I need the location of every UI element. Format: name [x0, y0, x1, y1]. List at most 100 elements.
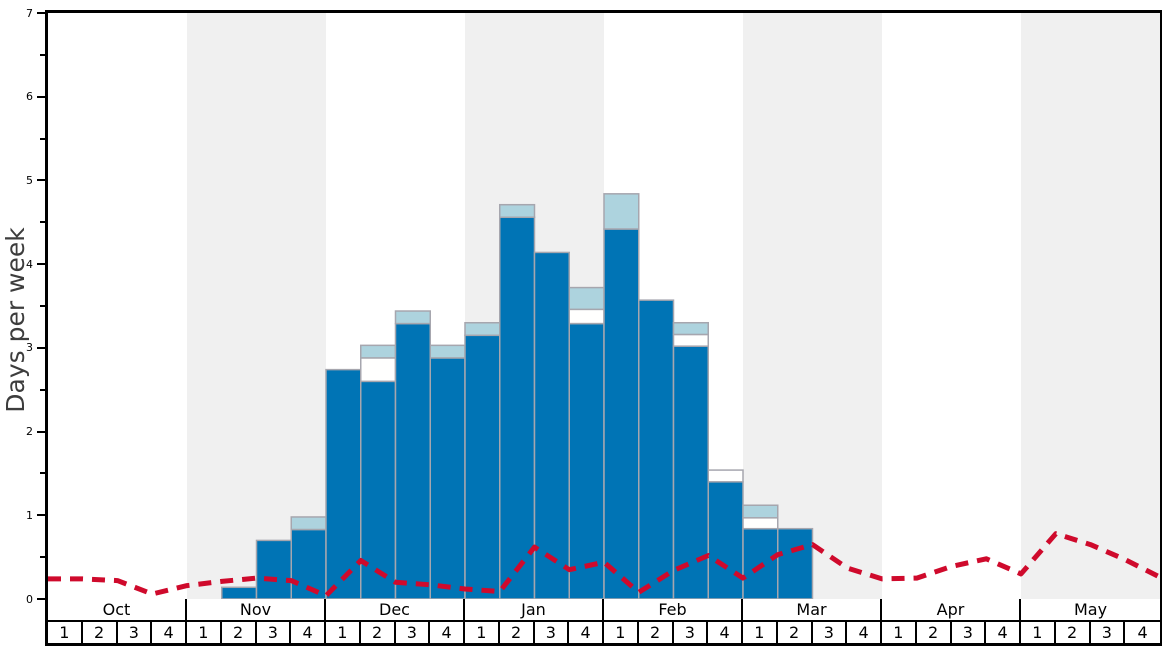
week-cell: 3 — [674, 622, 709, 643]
week-cell: 1 — [604, 622, 639, 643]
week-cell: 2 — [361, 622, 396, 643]
snow-bar-white-segment — [707, 469, 744, 483]
y-axis-major-tick — [37, 263, 45, 266]
snow-bar-dark-segment — [568, 322, 605, 599]
snow-bar-light-segment — [742, 504, 779, 519]
y-axis-minor-tick — [40, 556, 45, 559]
snow-bar-light-segment — [499, 203, 536, 219]
snow-bar-light-segment — [568, 286, 605, 311]
snow-bar-dark-segment — [777, 527, 814, 599]
month-cell-dec: Dec — [326, 599, 465, 620]
snow-bar-light-segment — [394, 310, 431, 325]
week-cell: 4 — [708, 622, 743, 643]
snow-bar-dark-segment — [429, 357, 466, 599]
month-cell-apr: Apr — [882, 599, 1021, 620]
y-axis: 0 1 2 3 4 5 6 7 — [0, 0, 45, 605]
snow-bar-dark-segment — [499, 216, 536, 599]
snow-bar-dark-segment — [672, 345, 709, 599]
month-cell-oct: Oct — [48, 599, 187, 620]
y-axis-minor-tick — [40, 137, 45, 140]
week-cell: 4 — [847, 622, 882, 643]
month-cell-may: May — [1073, 600, 1108, 619]
snow-bar-dark-segment — [638, 299, 675, 599]
y-axis-major-tick — [37, 179, 45, 182]
week-cell: 1 — [465, 622, 500, 643]
week-cell: 3 — [952, 622, 987, 643]
week-cell: 1 — [48, 622, 83, 643]
week-cell: 2 — [1056, 622, 1091, 643]
y-axis-major-tick — [37, 346, 45, 349]
month-cell-feb: Feb — [604, 599, 743, 620]
snow-bar-light-segment — [464, 321, 501, 337]
y-axis-major-tick — [37, 514, 45, 517]
week-cell: 1 — [882, 622, 917, 643]
y-axis-tick-label: 2 — [26, 425, 33, 439]
week-cell: 1 — [743, 622, 778, 643]
y-axis-minor-tick — [40, 388, 45, 391]
plot-area — [45, 10, 1162, 600]
y-axis-tick-label: 5 — [26, 173, 33, 187]
month-shading-band — [187, 13, 326, 599]
snow-bar-light-segment — [290, 516, 327, 531]
snow-bar-white-segment — [568, 308, 605, 325]
week-cell: 2 — [222, 622, 257, 643]
month-cell-mar: Mar — [743, 599, 882, 620]
month-row: Oct Nov Dec Jan Feb Mar Apr May — [48, 599, 1160, 622]
week-cell: 2 — [778, 622, 813, 643]
y-axis-minor-tick — [40, 472, 45, 475]
snow-bar-dark-segment — [325, 368, 362, 599]
snow-bar-dark-segment — [533, 251, 570, 599]
chart-canvas — [48, 13, 1160, 599]
y-axis-minor-tick — [40, 221, 45, 224]
snow-bar-light-segment — [429, 344, 466, 359]
snow-bar-dark-segment — [707, 481, 744, 599]
y-axis-major-tick — [37, 598, 45, 600]
week-cell: 2 — [500, 622, 535, 643]
snow-bar-dark-segment — [394, 322, 431, 599]
y-axis-major-tick — [37, 430, 45, 433]
snow-bar-dark-segment — [603, 228, 640, 599]
week-cell: 4 — [986, 622, 1021, 643]
week-cell: 3 — [118, 622, 153, 643]
week-cell: 4 — [291, 622, 326, 643]
y-axis-tick-label: 0 — [26, 592, 33, 606]
snow-bar-white-segment — [742, 517, 779, 530]
y-axis-tick-label: 3 — [26, 341, 33, 355]
week-cell: 4 — [569, 622, 604, 643]
month-cell-jan: Jan — [465, 599, 604, 620]
y-axis-tick-label: 6 — [26, 90, 33, 104]
week-cell: 2 — [917, 622, 952, 643]
month-cell-nov: Nov — [187, 599, 326, 620]
y-axis-tick-label: 7 — [26, 6, 33, 20]
week-cell: 3 — [257, 622, 292, 643]
y-axis-minor-tick — [40, 305, 45, 307]
week-cell: 2 — [83, 622, 118, 643]
week-cell: 3 — [396, 622, 431, 643]
week-cell: 1 — [1021, 622, 1056, 643]
snow-bar-dark-segment — [464, 334, 501, 599]
y-axis-tick-label: 1 — [26, 508, 33, 522]
snow-bar-light-segment — [360, 344, 397, 359]
week-cell: 3 — [535, 622, 570, 643]
month-shading-band — [743, 13, 882, 599]
snow-bar-dark-segment — [221, 586, 258, 599]
month-shading-band — [1021, 13, 1160, 599]
y-axis-major-tick — [37, 12, 45, 14]
week-cell: 1 — [326, 622, 361, 643]
week-cell: 4 — [152, 622, 187, 643]
y-axis-tick-label: 4 — [26, 257, 33, 271]
week-cell: 3 — [1091, 622, 1126, 643]
y-axis-minor-tick — [40, 53, 45, 56]
week-cell: 1 — [187, 622, 222, 643]
y-axis-major-tick — [37, 95, 45, 98]
week-cell: 4 — [430, 622, 465, 643]
snow-bar-light-segment — [672, 321, 709, 336]
week-cell: 4 — [1137, 623, 1148, 642]
snow-bar-white-segment — [360, 357, 397, 383]
snow-bar-dark-segment — [255, 539, 292, 599]
snow-bar-light-segment — [603, 193, 640, 230]
week-cell: 2 — [639, 622, 674, 643]
